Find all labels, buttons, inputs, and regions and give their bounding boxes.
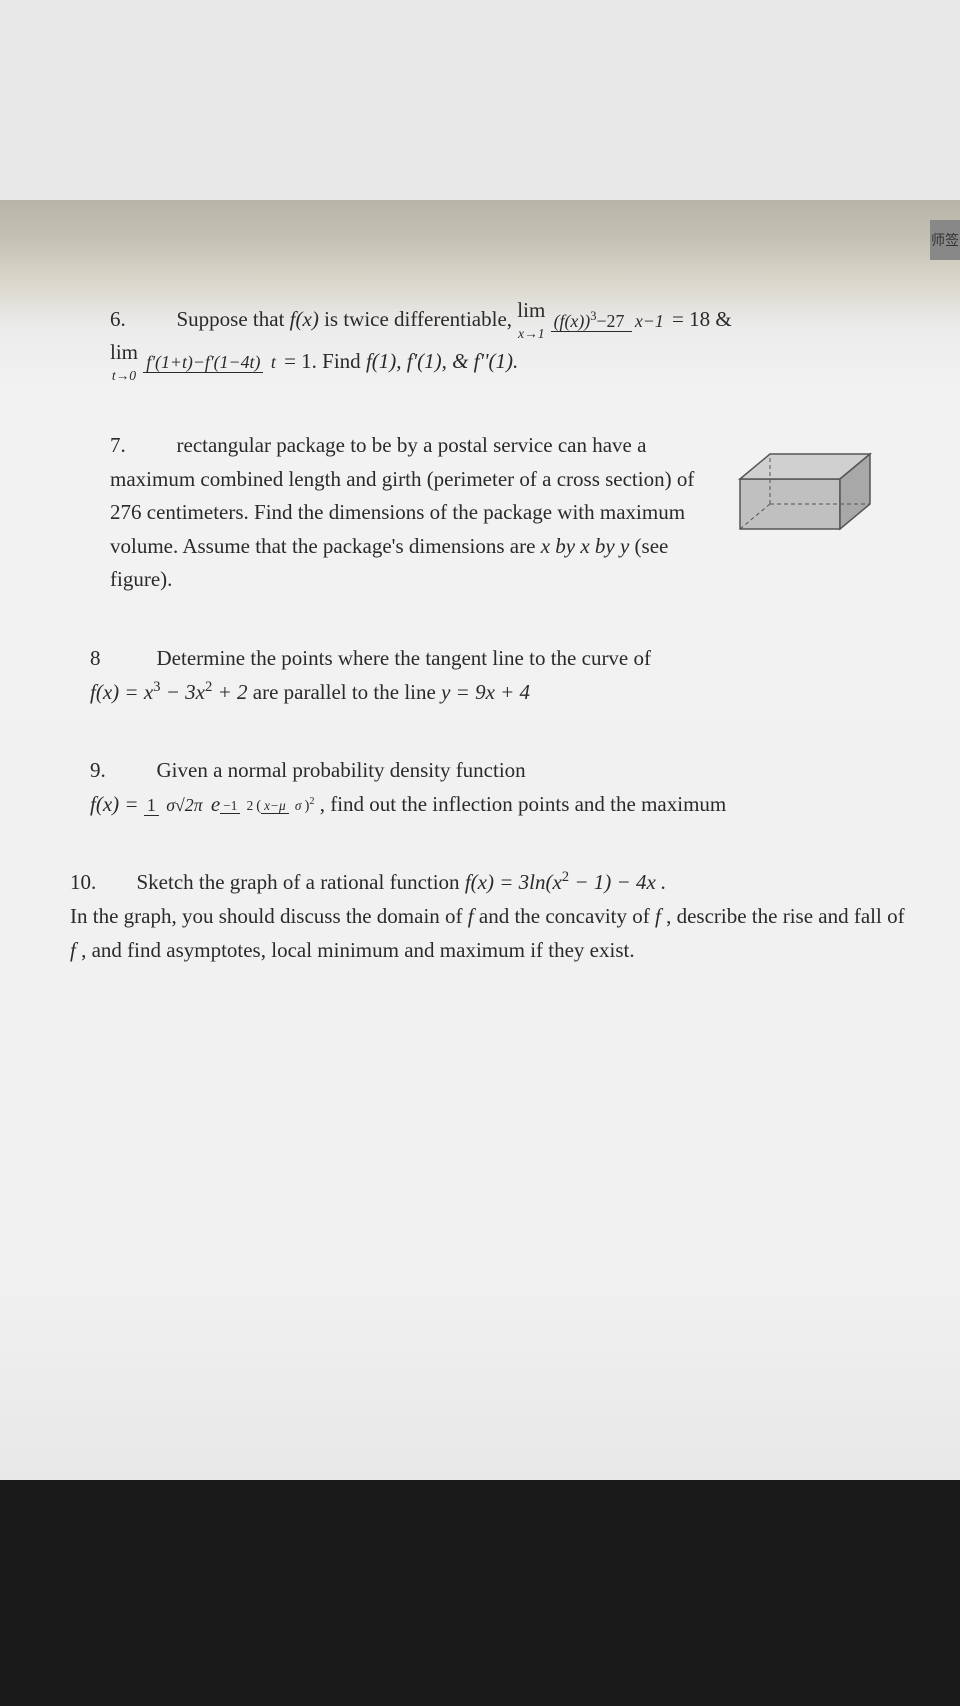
frac-top: f'(1+t)−f'(1−4t) <box>143 352 263 373</box>
frac-bot: t <box>268 352 279 372</box>
text-b: , find out the inflection points and the… <box>320 792 727 816</box>
e-base: e <box>211 792 220 816</box>
formula-a: f(x) = 3ln(x <box>465 870 562 894</box>
formula-mid: − 3x <box>160 680 205 704</box>
text-a: Determine the points where the tangent l… <box>157 646 652 670</box>
frac-bot: x−1 <box>632 311 667 331</box>
exp-paren-top: x−μ <box>261 798 288 814</box>
problem-9: 9. Given a normal probability density fu… <box>50 754 910 821</box>
problem-number: 10. <box>70 866 105 900</box>
exp-paren-bot: σ <box>292 798 305 813</box>
equals-2: = 1. Find <box>284 349 361 373</box>
problem-10: 10. Sketch the graph of a rational funct… <box>50 866 910 967</box>
text-d: , describe the rise and fall of <box>666 904 905 928</box>
formula-b: − 1) − 4x . <box>569 870 666 894</box>
exponent: −1 2 ( x−μ σ )2 <box>220 794 314 818</box>
coefficient-fraction: 1 σ√2π <box>144 796 206 816</box>
text: Suppose that <box>177 307 290 331</box>
problem-number: 9. <box>90 754 125 788</box>
problem-number: 6. <box>110 303 145 337</box>
bottom-banner <box>0 1480 960 1706</box>
top-banner <box>0 0 960 200</box>
text-c: and the concavity of <box>479 904 655 928</box>
fraction-1: (f(x))3−27 x−1 <box>551 310 667 332</box>
limit-1: lim x→1 <box>517 300 545 342</box>
dimensions: x by x by y <box>541 534 630 558</box>
frac-top-a: (f(x)) <box>554 311 591 331</box>
frac-bot: σ√2π <box>163 795 205 815</box>
lim-label: lim <box>110 340 138 364</box>
text-b: are parallel to the line <box>253 680 441 704</box>
lim-approach: x→1 <box>518 326 545 341</box>
box-3d-icon <box>730 439 890 539</box>
exp-frac-top: −1 <box>220 798 240 814</box>
fraction-2: f'(1+t)−f'(1−4t) t <box>143 353 279 373</box>
lim-approach: t→0 <box>112 368 136 383</box>
text-a: Sketch the graph of a rational function <box>137 870 465 894</box>
problem-number: 7. <box>110 429 145 463</box>
find-list: f(1), f'(1), & f''(1). <box>366 349 518 373</box>
frac-top-b: −27 <box>596 311 624 331</box>
frac-top: 1 <box>144 795 159 816</box>
formula-start: f(x) = x <box>90 680 153 704</box>
exp-frac-bot: 2 <box>244 798 257 813</box>
text-a: Given a normal probability density funct… <box>157 758 526 782</box>
text-b: In the graph, you should discuss the dom… <box>70 904 468 928</box>
exp-outer: 2 <box>309 796 314 807</box>
problem-6: 6. Suppose that f(x) is twice differenti… <box>50 300 910 384</box>
f-1: f <box>468 904 474 928</box>
problem-8: 8 Determine the points where the tangent… <box>50 642 910 709</box>
problem-7: 7. rectangular package to be by a postal… <box>50 429 910 597</box>
line-equation: y = 9x + 4 <box>441 680 530 704</box>
edge-tab: 师签 <box>930 220 960 260</box>
lim-label: lim <box>517 298 545 322</box>
f-2: f <box>655 904 661 928</box>
text: is twice differentiable, <box>324 307 517 331</box>
package-figure <box>730 439 890 539</box>
problem-number: 8 <box>90 642 125 676</box>
fx-equals: f(x) = <box>90 792 144 816</box>
f-3: f <box>70 938 76 962</box>
worksheet-photo: 师签 6. Suppose that f(x) is twice differe… <box>0 200 960 1480</box>
text-e: , and find asymptotes, local minimum and… <box>81 938 635 962</box>
limit-2: lim t→0 <box>110 342 138 384</box>
equals-1: = 18 & <box>672 307 732 331</box>
math-fx: f(x) <box>290 307 319 331</box>
formula-tail: + 2 <box>212 680 247 704</box>
